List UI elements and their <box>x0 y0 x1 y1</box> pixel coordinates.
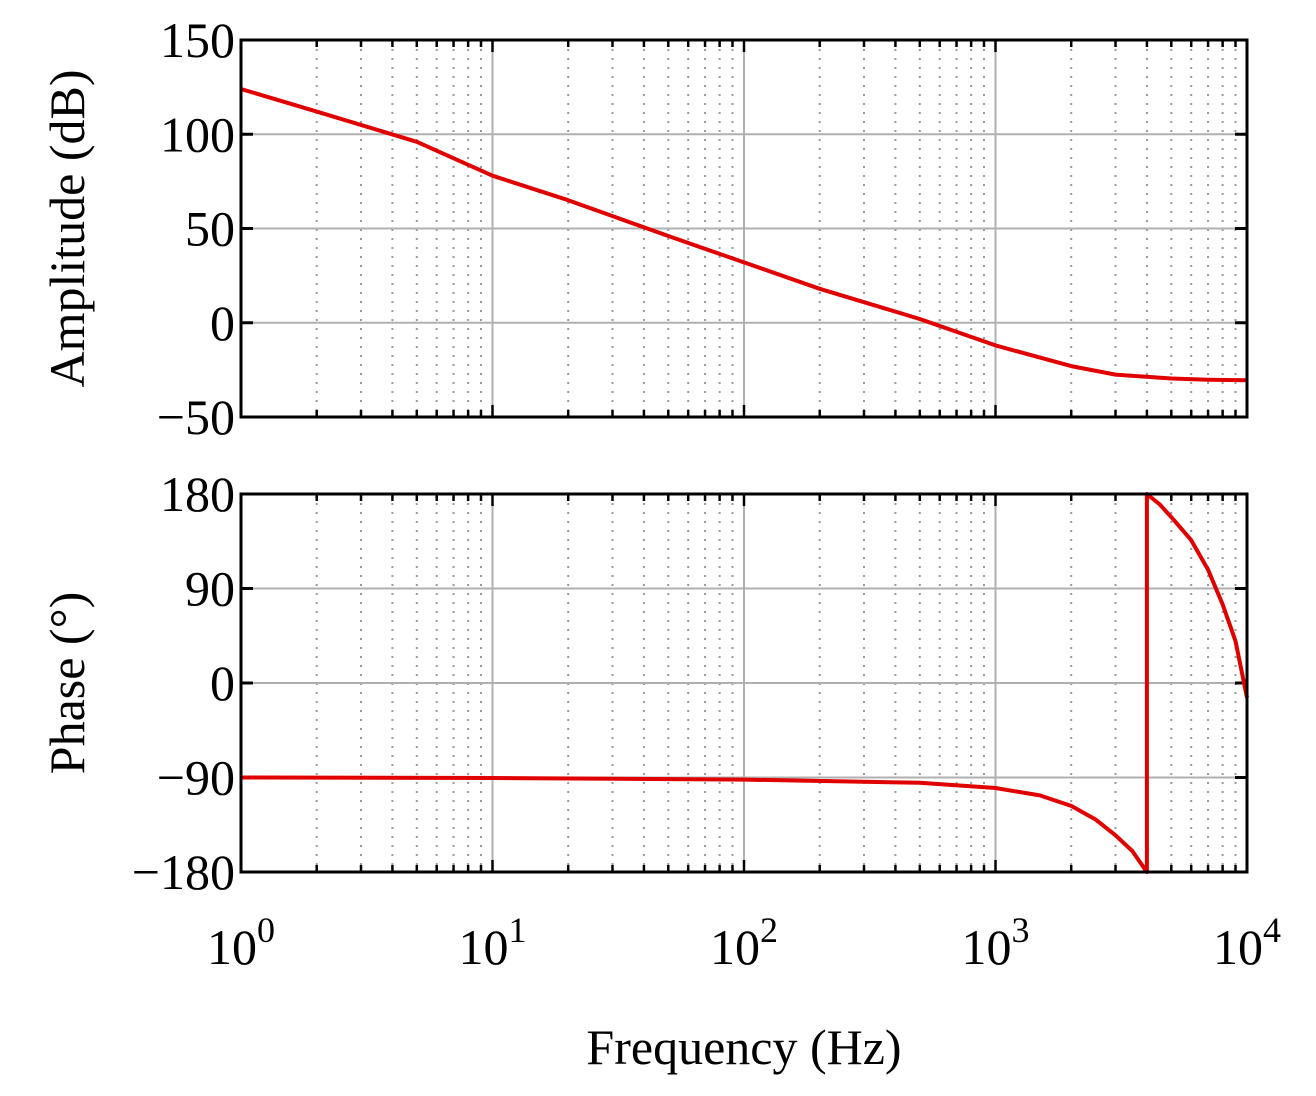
phase-y-axis-title: Phase (°) <box>39 592 95 774</box>
phase-y-tick-label: −90 <box>157 750 235 806</box>
x-tick-label: 103 <box>962 910 1030 975</box>
amplitude-y-tick-label: −50 <box>157 389 235 445</box>
x-tick-label: 100 <box>207 910 275 975</box>
amplitude-y-tick-label: 50 <box>185 201 235 257</box>
amplitude-y-axis-title: Amplitude (dB) <box>39 69 95 387</box>
amplitude-y-tick-label: 150 <box>160 12 235 68</box>
phase-y-tick-label: 0 <box>210 655 235 711</box>
plot-frame <box>239 38 1249 419</box>
phase-y-tick-label: −180 <box>132 844 235 900</box>
phase-y-tick-label: 180 <box>160 466 235 522</box>
x-axis-title: Frequency (Hz) <box>586 1019 901 1075</box>
x-tick-label: 102 <box>710 910 778 975</box>
phase-y-tick-label: 90 <box>185 561 235 617</box>
phase-series-line <box>240 492 1249 874</box>
x-tick-label: 104 <box>1213 910 1281 975</box>
amplitude-y-tick-label: 100 <box>160 106 235 162</box>
amplitude-series-line <box>240 87 1248 383</box>
plot-frame <box>239 492 1249 874</box>
amplitude-panel: 150 100 50 0 −50 Amplitude (dB) <box>39 12 1249 445</box>
amplitude-y-tick-label: 0 <box>210 295 235 351</box>
phase-panel: 180 90 0 −90 −180 Phase (°) 100 101 102 103 104 Fre… <box>39 466 1281 1075</box>
x-tick-label: 101 <box>459 910 527 975</box>
